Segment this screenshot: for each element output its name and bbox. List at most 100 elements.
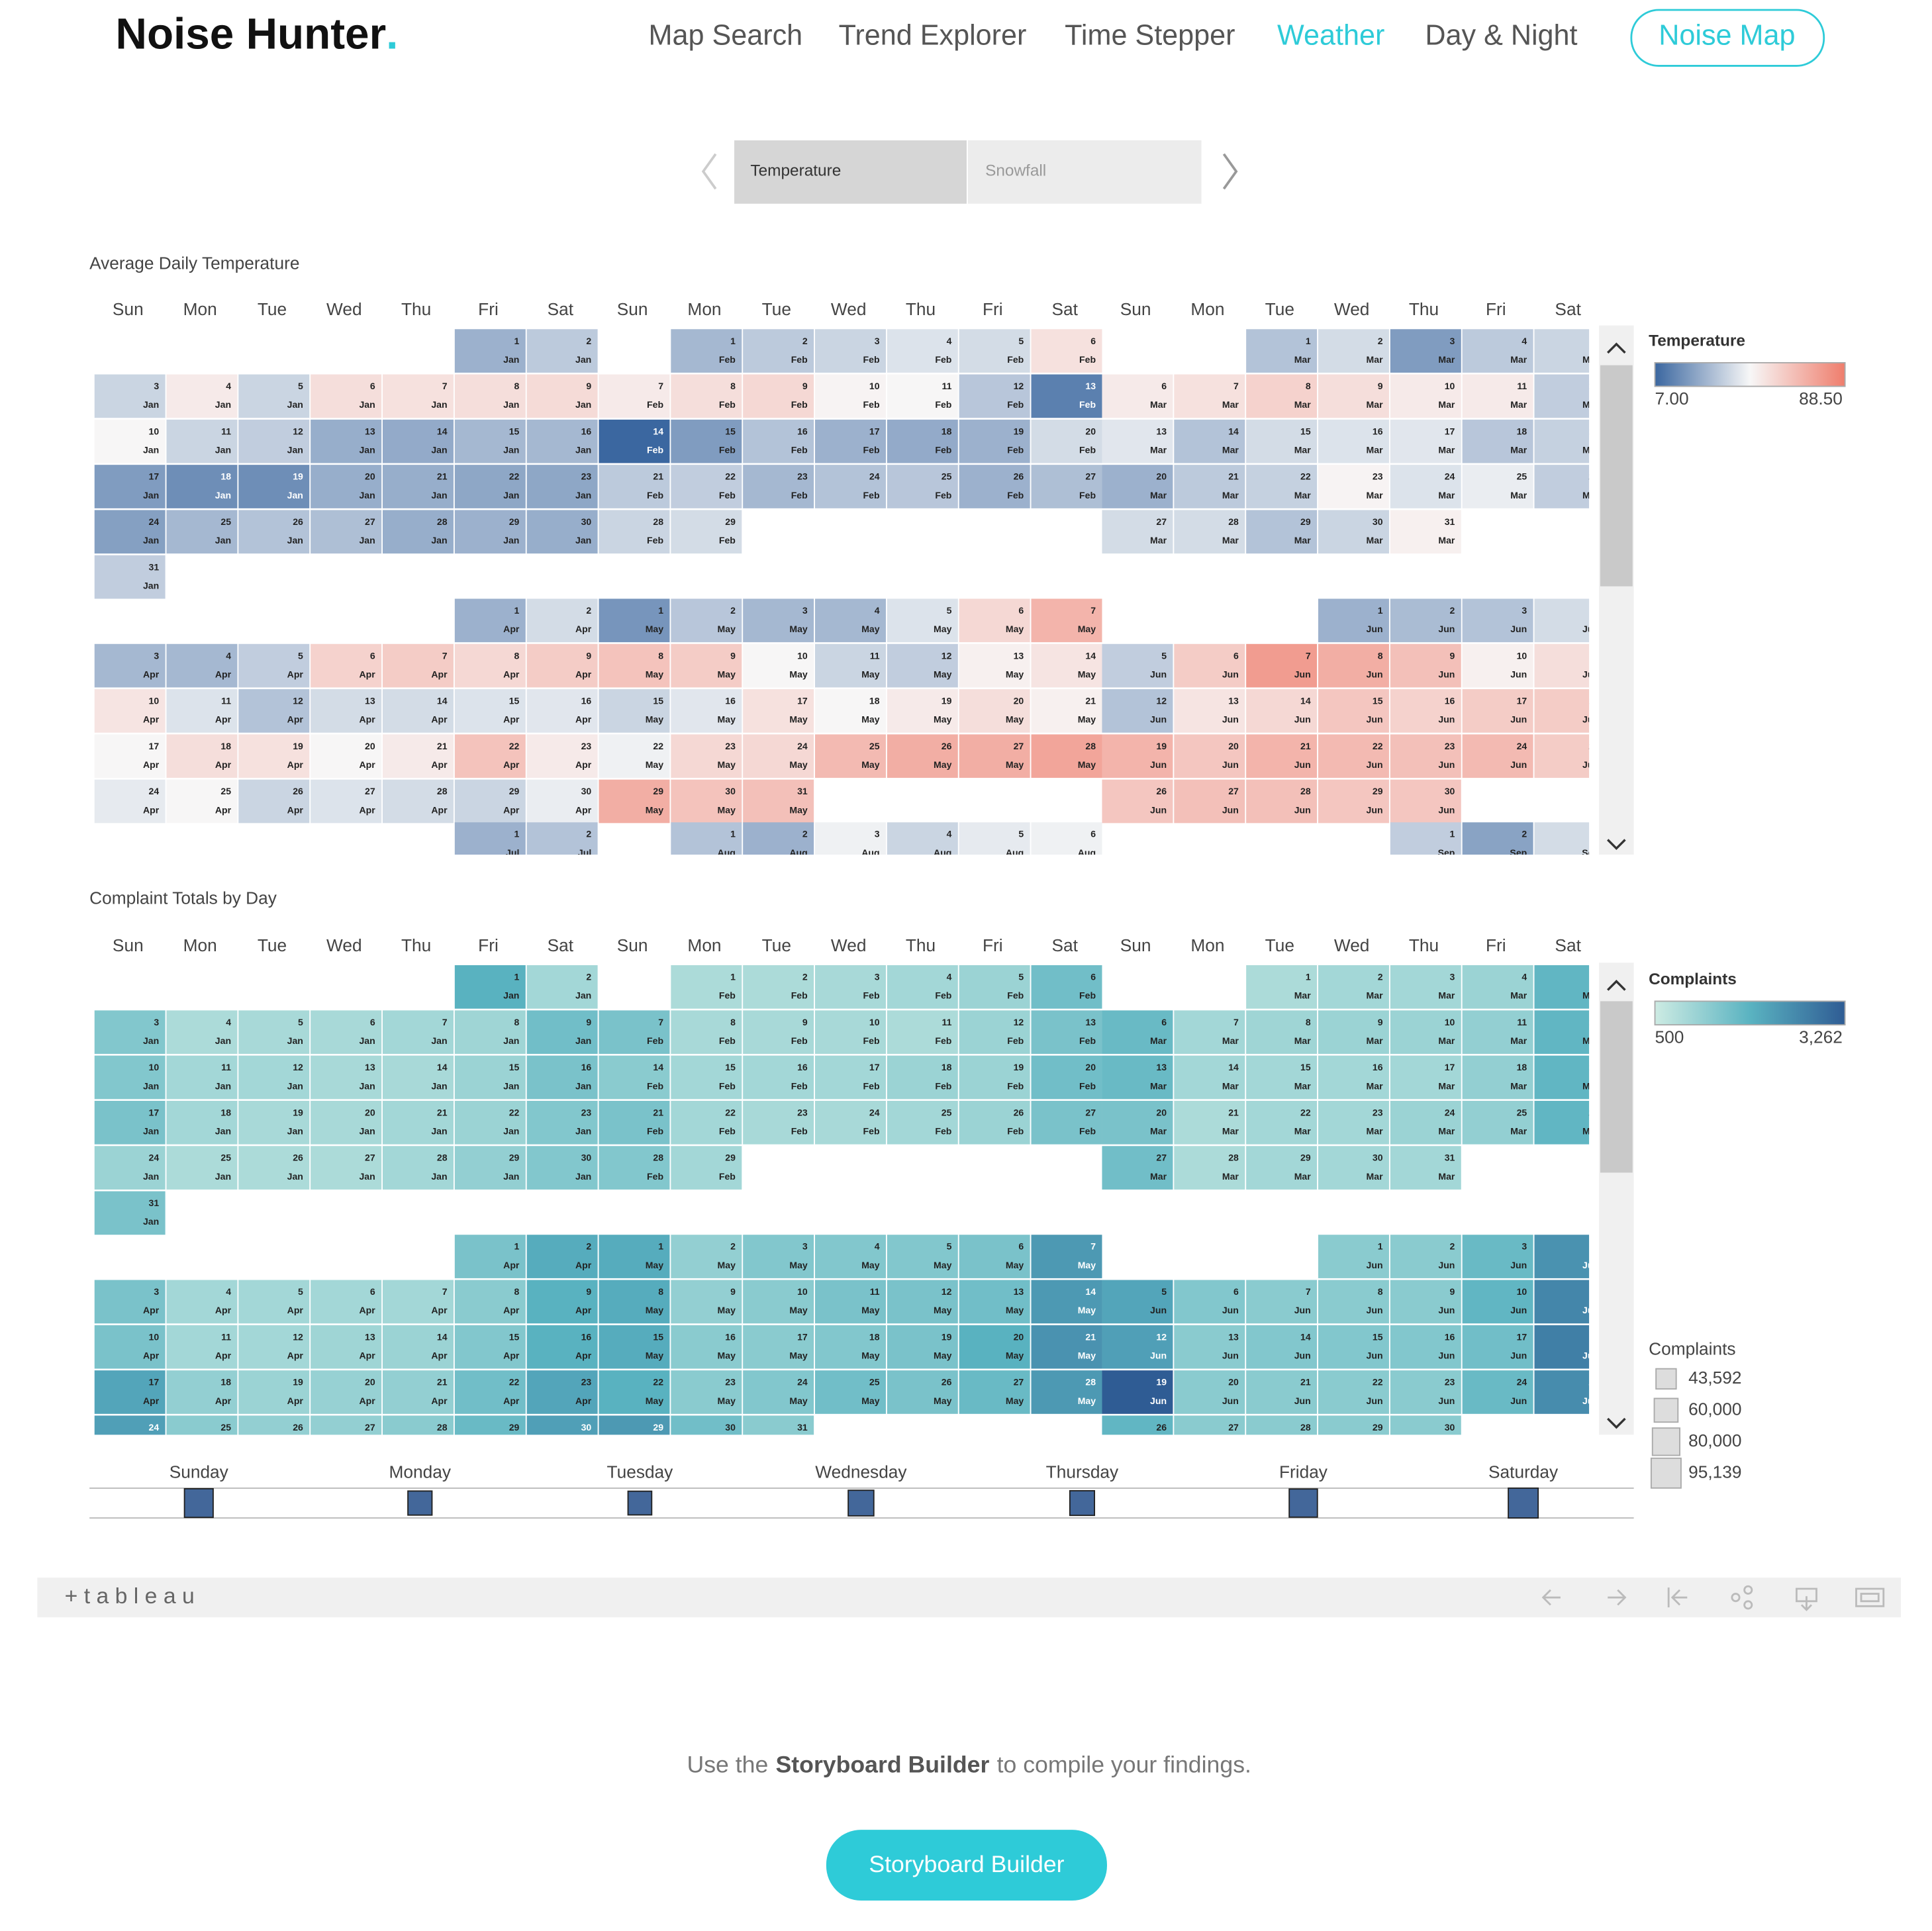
day-cell[interactable] <box>743 329 814 373</box>
day-cell[interactable] <box>599 374 670 418</box>
day-cell[interactable] <box>959 374 1030 418</box>
day-cell[interactable] <box>1390 1235 1461 1278</box>
day-cell[interactable] <box>1174 1415 1245 1459</box>
day-cell[interactable] <box>1102 779 1173 824</box>
day-cell[interactable] <box>382 1100 454 1145</box>
day-cell[interactable] <box>959 465 1030 508</box>
day-cell[interactable] <box>743 419 814 463</box>
day-cell[interactable] <box>166 1415 238 1459</box>
day-cell[interactable] <box>671 510 742 554</box>
day-cell[interactable] <box>526 643 598 688</box>
day-cell[interactable] <box>1390 643 1461 688</box>
day-cell[interactable] <box>166 510 238 554</box>
day-cell[interactable] <box>166 1010 238 1055</box>
day-cell[interactable] <box>1390 1325 1461 1369</box>
day-cell[interactable] <box>959 1055 1030 1100</box>
day-cell[interactable] <box>526 1146 598 1190</box>
day-cell[interactable] <box>1031 419 1102 463</box>
day-cell[interactable] <box>959 1280 1030 1324</box>
day-cell[interactable] <box>959 822 1030 866</box>
day-cell[interactable] <box>1534 734 1605 778</box>
day-cell[interactable] <box>166 465 238 508</box>
day-cell[interactable] <box>599 598 670 643</box>
day-cell[interactable] <box>1390 1055 1461 1100</box>
day-cell[interactable] <box>382 1010 454 1055</box>
day-cell[interactable] <box>526 1415 598 1459</box>
tab-prev[interactable] <box>701 153 717 190</box>
day-cell[interactable] <box>238 689 310 733</box>
day-cell[interactable] <box>743 1235 814 1278</box>
day-cell[interactable] <box>1102 374 1173 418</box>
weekday-square[interactable] <box>1508 1487 1539 1519</box>
day-cell[interactable] <box>1534 689 1605 733</box>
day-cell[interactable] <box>311 643 382 688</box>
day-cell[interactable] <box>1246 779 1318 824</box>
day-cell[interactable] <box>166 1325 238 1369</box>
day-cell[interactable] <box>311 734 382 778</box>
day-cell[interactable] <box>743 779 814 824</box>
day-cell[interactable] <box>1102 689 1173 733</box>
day-cell[interactable] <box>382 1280 454 1324</box>
day-cell[interactable] <box>166 1146 238 1190</box>
day-cell[interactable] <box>1102 643 1173 688</box>
day-cell[interactable] <box>1031 689 1102 733</box>
day-cell[interactable] <box>382 374 454 418</box>
day-cell[interactable] <box>1534 822 1605 866</box>
day-cell[interactable] <box>1174 1370 1245 1414</box>
day-cell[interactable] <box>887 1010 958 1055</box>
day-cell[interactable] <box>743 1280 814 1324</box>
day-cell[interactable] <box>1534 465 1605 508</box>
day-cell[interactable] <box>1318 1235 1389 1278</box>
day-cell[interactable] <box>671 1280 742 1324</box>
day-cell[interactable] <box>454 1100 526 1145</box>
day-cell[interactable] <box>1246 1055 1318 1100</box>
day-cell[interactable] <box>671 643 742 688</box>
day-cell[interactable] <box>1102 1100 1173 1145</box>
day-cell[interactable] <box>959 689 1030 733</box>
day-cell[interactable] <box>311 1280 382 1324</box>
day-cell[interactable] <box>1246 734 1318 778</box>
day-cell[interactable] <box>94 643 166 688</box>
day-cell[interactable] <box>1174 1280 1245 1324</box>
tab-label[interactable]: Snowfall <box>985 162 1046 179</box>
day-cell[interactable] <box>959 1325 1030 1369</box>
day-cell[interactable] <box>1174 689 1245 733</box>
day-cell[interactable] <box>1462 374 1533 418</box>
day-cell[interactable] <box>526 419 598 463</box>
day-cell[interactable] <box>94 1100 166 1145</box>
day-cell[interactable] <box>1102 465 1173 508</box>
day-cell[interactable] <box>887 598 958 643</box>
toolbar-icons[interactable] <box>1541 1585 1885 1611</box>
day-cell[interactable] <box>1031 1280 1102 1324</box>
day-cell[interactable] <box>1318 1325 1389 1369</box>
day-cell[interactable] <box>1390 329 1461 373</box>
day-cell[interactable] <box>743 465 814 508</box>
day-cell[interactable] <box>1031 643 1102 688</box>
day-cell[interactable] <box>1462 329 1533 373</box>
day-cell[interactable] <box>671 598 742 643</box>
day-cell[interactable] <box>311 1146 382 1190</box>
day-cell[interactable] <box>959 734 1030 778</box>
day-cell[interactable] <box>671 822 742 866</box>
day-cell[interactable] <box>1318 1280 1389 1324</box>
day-cell[interactable] <box>238 1146 310 1190</box>
day-cell[interactable] <box>454 510 526 554</box>
day-cell[interactable] <box>743 643 814 688</box>
day-cell[interactable] <box>1246 1010 1318 1055</box>
day-cell[interactable] <box>599 689 670 733</box>
day-cell[interactable] <box>382 419 454 463</box>
day-cell[interactable] <box>599 419 670 463</box>
day-cell[interactable] <box>1534 1280 1605 1324</box>
day-cell[interactable] <box>1318 510 1389 554</box>
day-cell[interactable] <box>815 374 886 418</box>
day-cell[interactable] <box>166 643 238 688</box>
day-cell[interactable] <box>959 1235 1030 1278</box>
day-cell[interactable] <box>454 689 526 733</box>
day-cell[interactable] <box>1390 822 1461 866</box>
day-cell[interactable] <box>1246 510 1318 554</box>
day-cell[interactable] <box>1102 1010 1173 1055</box>
day-cell[interactable] <box>1174 1146 1245 1190</box>
day-cell[interactable] <box>454 329 526 373</box>
day-cell[interactable] <box>454 643 526 688</box>
day-cell[interactable] <box>94 1370 166 1414</box>
